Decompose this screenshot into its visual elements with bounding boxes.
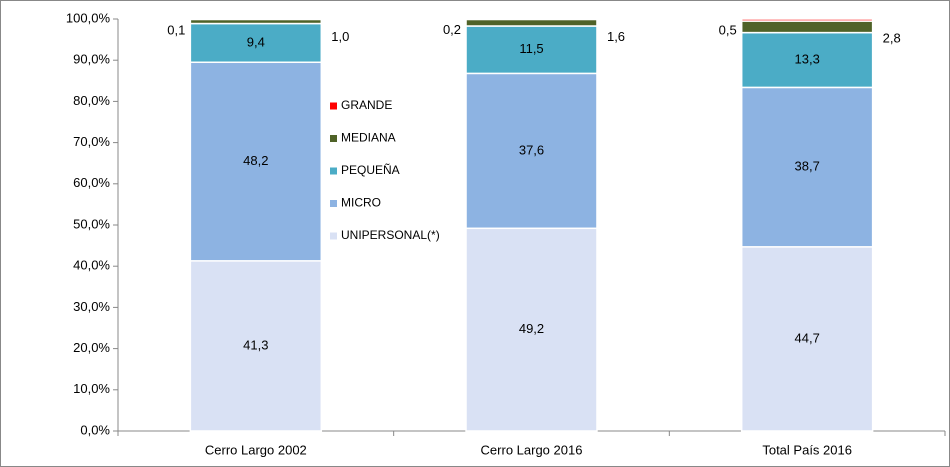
y-tick-label: 20,0% bbox=[73, 340, 110, 355]
legend-label: GRANDE bbox=[341, 98, 392, 112]
data-label: 0,5 bbox=[719, 22, 737, 37]
legend-label: MICRO bbox=[341, 196, 381, 210]
data-label: 13,3 bbox=[795, 51, 820, 66]
y-tick-label: 50,0% bbox=[73, 216, 110, 231]
data-label: 49,2 bbox=[519, 321, 544, 336]
y-tick-label: 30,0% bbox=[73, 299, 110, 314]
data-label: 2,8 bbox=[883, 30, 901, 45]
data-label: 37,6 bbox=[519, 142, 544, 157]
data-label: 48,2 bbox=[243, 153, 268, 168]
bar-segment bbox=[465, 18, 598, 27]
bar-segment bbox=[189, 260, 323, 432]
data-label: 0,1 bbox=[167, 22, 185, 37]
bar-segment bbox=[740, 246, 874, 432]
bar-segment bbox=[740, 18, 874, 22]
bar-segment bbox=[189, 22, 323, 64]
y-tick-label: 0,0% bbox=[80, 422, 110, 437]
bar-segment bbox=[189, 61, 323, 262]
data-label: 1,0 bbox=[331, 29, 349, 44]
legend-swatch bbox=[330, 135, 337, 142]
x-tick-label: Cerro Largo 2002 bbox=[205, 442, 307, 457]
y-tick-label: 10,0% bbox=[73, 381, 110, 396]
y-tick-label: 60,0% bbox=[73, 175, 110, 190]
legend-swatch bbox=[330, 167, 337, 175]
bar-segment bbox=[465, 25, 598, 75]
y-tick-label: 80,0% bbox=[73, 93, 110, 108]
data-label: 1,6 bbox=[607, 29, 625, 44]
bar-segment bbox=[740, 86, 874, 248]
bar-segment bbox=[465, 17, 598, 21]
data-label: 9,4 bbox=[247, 34, 265, 49]
y-tick-label: 100,0% bbox=[66, 10, 111, 25]
legend-swatch bbox=[330, 200, 337, 207]
data-label: 41,3 bbox=[243, 337, 268, 352]
bar-segment bbox=[465, 227, 598, 432]
legend-box bbox=[326, 93, 462, 251]
legend-swatch bbox=[330, 232, 337, 240]
y-tick-label: 40,0% bbox=[73, 258, 110, 273]
bar-segment bbox=[465, 72, 598, 230]
y-tick-label: 90,0% bbox=[73, 52, 110, 67]
data-label: 44,7 bbox=[795, 330, 820, 345]
x-tick-label: Cerro Largo 2016 bbox=[481, 442, 583, 457]
legend-label: UNIPERSONAL(*) bbox=[341, 228, 440, 242]
bar-segment bbox=[740, 31, 874, 89]
legend-label: MEDIANA bbox=[341, 131, 396, 145]
data-label: 0,2 bbox=[443, 22, 461, 37]
bar-segment bbox=[740, 20, 874, 34]
legend-swatch bbox=[330, 102, 337, 110]
data-label: 11,5 bbox=[519, 41, 543, 56]
y-tick-label: 70,0% bbox=[73, 134, 110, 149]
data-label: 38,7 bbox=[795, 159, 820, 174]
x-tick-label: Total País 2016 bbox=[762, 442, 852, 457]
legend-label: PEQUEÑA bbox=[341, 163, 400, 177]
